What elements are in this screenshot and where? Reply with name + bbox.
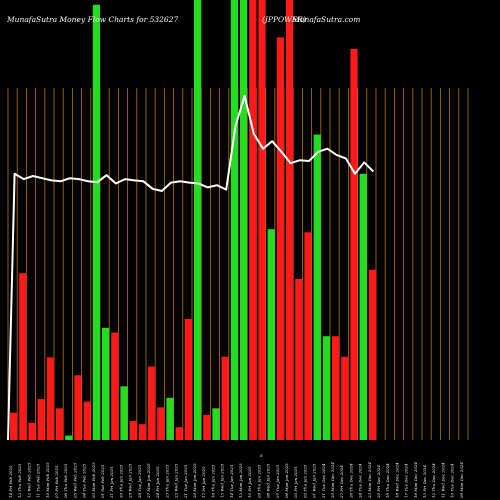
bar <box>120 386 128 440</box>
bar <box>129 421 137 440</box>
x-tick-label: 20 Fri Dec 2024 <box>376 465 381 499</box>
bar <box>359 173 367 441</box>
bar <box>111 332 119 440</box>
x-tick-label: 31 Tue Dec 2024 <box>321 463 326 498</box>
bar <box>368 269 376 440</box>
bar <box>221 356 229 440</box>
x-tick-label: 10 Mon Feb 2025 <box>45 462 50 498</box>
x-tick-label: 19 Thu Dec 2024 <box>385 463 390 498</box>
x-tick-label: 06 Thu Feb 2025 <box>63 463 68 498</box>
chart-ticker: (JPPOWER) <box>262 15 306 24</box>
x-tick-label: 29 Wed Jan 2025 <box>128 463 133 499</box>
bar <box>74 375 82 440</box>
bar <box>184 319 192 440</box>
bar <box>258 0 266 440</box>
axis-marker: S <box>260 453 263 458</box>
x-tick-label: 07 Fri Feb 2025 <box>54 465 59 498</box>
x-tick-label: 10 Fri Jan 2025 <box>247 466 252 498</box>
x-tick-label: 23 Thu Jan 2025 <box>164 464 169 499</box>
x-tick-label: 27 Mon Jan 2025 <box>146 463 151 499</box>
x-tick-label: 24 Tue Dec 2024 <box>358 463 363 499</box>
x-tick-label: 04 Tue Feb 2025 <box>82 463 87 498</box>
bar <box>19 273 27 440</box>
x-tick-labels: 14 Fri Feb 2025 13 Thu Feb 2025 12 Wed Feb… <box>8 462 464 499</box>
x-tick-label: 12 Thu Dec 2024 <box>431 463 436 498</box>
x-tick-label: 11 Wed Dec 2024 <box>440 462 445 498</box>
bar <box>56 408 64 440</box>
bar <box>102 327 110 440</box>
x-tick-label: 13 Fri Dec 2024 <box>422 465 427 498</box>
bar <box>92 4 100 441</box>
x-tick-label: 30 Mon Dec 2024 <box>330 462 335 498</box>
x-tick-label: 14 Tue Jan 2025 <box>229 464 234 498</box>
chart-site: MunafaSutra.com <box>291 15 360 24</box>
x-tick-label: 03 Mon Feb 2025 <box>91 462 96 498</box>
x-tick-label: 08 Wed Jan 2025 <box>266 463 271 498</box>
bar <box>157 407 165 440</box>
bar <box>10 412 18 440</box>
x-tick-label: 28 Tue Jan 2025 <box>137 464 142 499</box>
bar <box>230 0 238 440</box>
x-tick-label: 16 Thu Jan 2025 <box>210 464 215 498</box>
bar <box>194 0 202 440</box>
bar <box>65 435 73 440</box>
bar <box>148 366 156 440</box>
x-tick-label: 18 Wed Dec 2024 <box>394 462 399 498</box>
bar <box>313 134 321 440</box>
x-tick-label: 17 Fri Jan 2025 <box>201 466 206 498</box>
x-tick-label: 21 Tue Jan 2025 <box>183 464 188 499</box>
bar <box>276 37 284 441</box>
money-flow-line-series <box>7 94 375 441</box>
bar <box>166 397 174 440</box>
x-tick-label: 09 Mon Dec 2024 <box>459 462 464 498</box>
x-tick-label: 09 Thu Jan 2025 <box>256 464 261 498</box>
bar <box>212 408 220 440</box>
x-tick-label: 01 Wed Jan 2025 <box>312 463 317 498</box>
x-tick-label: 26 Thu Dec 2024 <box>348 463 353 499</box>
x-tick-label: 11 Tue Feb 2025 <box>36 463 41 498</box>
bar <box>341 356 349 440</box>
money-flow-line <box>7 94 375 441</box>
bar <box>322 336 330 440</box>
bar <box>286 0 294 440</box>
bar <box>304 232 312 440</box>
x-tick-label: 05 Wed Feb 2025 <box>72 462 77 498</box>
x-tick-label: 23 Mon Dec 2024 <box>367 462 372 499</box>
x-tick-label: 01 Sat Feb 2025 <box>100 464 105 498</box>
x-tick-label: 13 Mon Jan 2025 <box>238 463 243 498</box>
chart-title: MunafaSutra Money Flow Charts for 532627 <box>6 15 178 24</box>
x-tick-label: 14 Fri Feb 2025 <box>8 465 13 498</box>
bar <box>240 0 248 440</box>
bar <box>175 427 183 440</box>
bar <box>28 422 36 440</box>
bar <box>249 0 257 440</box>
bar <box>267 229 275 440</box>
x-tick-label: 10 Tue Dec 2024 <box>450 463 455 498</box>
x-tick-label: 12 Wed Feb 2025 <box>26 462 31 498</box>
bar <box>203 414 211 440</box>
x-tick-label: 24 Fri Jan 2025 <box>155 466 160 499</box>
x-tick-label: 13 Thu Feb 2025 <box>17 463 22 498</box>
x-tick-label: 07 Tue Jan 2025 <box>275 464 280 498</box>
bar <box>295 279 303 440</box>
x-tick-label: 31 Fri Jan 2025 <box>109 466 114 498</box>
x-tick-label: 30 Thu Jan 2025 <box>118 464 123 498</box>
bar <box>37 399 45 440</box>
x-tick-label: 16 Mon Dec 2024 <box>413 462 418 498</box>
x-tick-label: 22 Wed Jan 2025 <box>174 463 179 499</box>
x-tick-label: 15 Wed Jan 2025 <box>220 463 225 498</box>
x-tick-label: 20 Mon Jan 2025 <box>192 463 197 499</box>
bar <box>350 48 358 441</box>
bar-series <box>10 0 376 441</box>
x-tick-label: 06 Mon Jan 2025 <box>284 463 289 498</box>
x-tick-label: 17 Tue Dec 2024 <box>404 463 409 498</box>
bar <box>332 336 340 440</box>
x-tick-label: 27 Fri Dec 2024 <box>339 465 344 499</box>
bar <box>46 357 54 440</box>
bar <box>138 424 146 440</box>
x-tick-label: 02 Thu Jan 2025 <box>302 464 307 498</box>
bar <box>83 401 91 440</box>
x-tick-label: 03 Fri Jan 2025 <box>293 466 298 498</box>
